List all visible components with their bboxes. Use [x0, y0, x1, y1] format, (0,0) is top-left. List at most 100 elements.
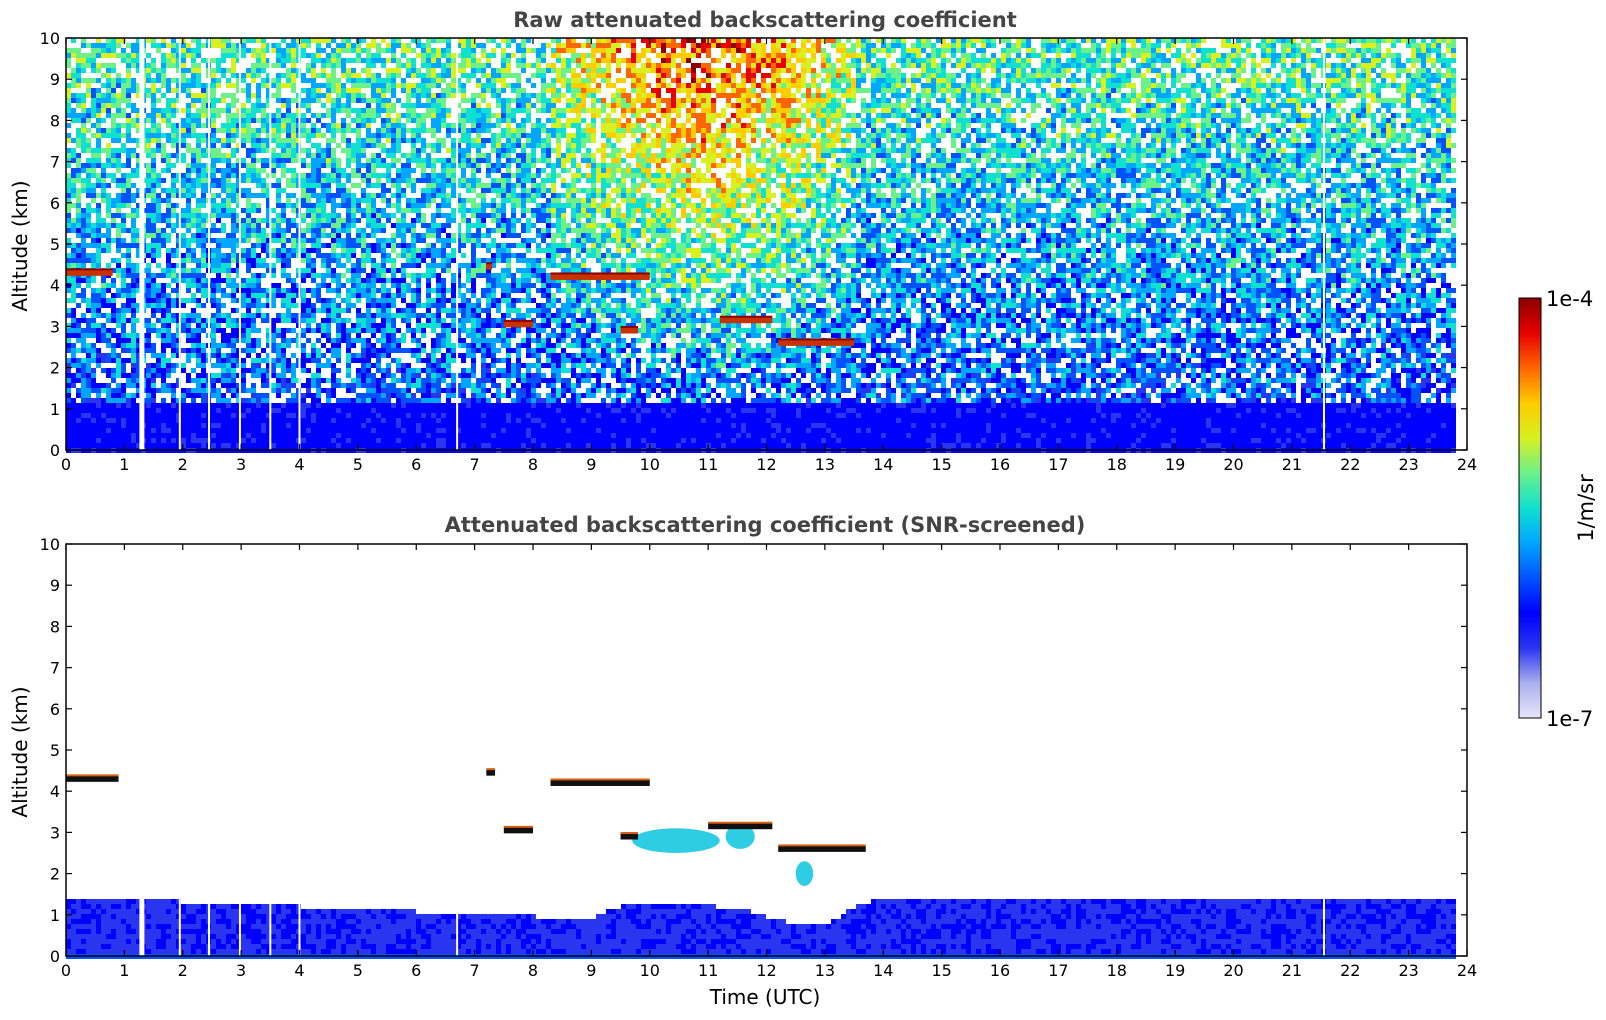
panel-raw-cloud-layer-edge: [550, 272, 650, 275]
panel-raw-cloud-layer: [719, 317, 773, 324]
panel-raw-xtick-label: 16: [990, 455, 1010, 474]
panel-screened-xtick-label: 24: [1457, 961, 1477, 980]
panel-screened-ytick-label: 4: [50, 782, 60, 801]
panel-screened-ytick-label: 2: [50, 865, 60, 884]
panel-screened-missing-profile: [139, 544, 145, 956]
panel-raw-xtick-label: 6: [411, 455, 421, 474]
panel-raw-ytick-label: 9: [50, 70, 60, 89]
panel-screened-cloud-layer: [503, 827, 533, 834]
panel-raw-xtick-label: 2: [178, 455, 188, 474]
panel-screened-cloud-layer-edge: [778, 844, 866, 847]
panel-screened-ylabel: Altitude (km): [8, 686, 32, 817]
panel-raw-xtick-label: 17: [1048, 455, 1068, 474]
panel-screened-xtick-label: 10: [640, 961, 660, 980]
panel-screened-aerosol-patch: [795, 861, 814, 886]
panel-screened-cloud-layer: [708, 823, 773, 830]
panel-screened-xtick-label: 5: [353, 961, 363, 980]
panel-screened-ytick-label: 3: [50, 823, 60, 842]
panel-raw-missing-profile: [178, 38, 181, 450]
panel-raw-xtick-label: 21: [1282, 455, 1302, 474]
panel-screened-xtick-label: 22: [1340, 961, 1360, 980]
panel-raw-ytick-label: 2: [50, 359, 60, 378]
panel-screened-missing-profile: [269, 544, 272, 956]
panel-raw-cloud-layer: [66, 269, 113, 276]
panel-screened-ytick-label: 7: [50, 659, 60, 678]
panel-raw-cloud-layer: [550, 273, 650, 280]
panel-screened-missing-profile: [1322, 544, 1325, 956]
panel-screened-xtick-label: 15: [931, 961, 951, 980]
panel-raw-missing-profile: [139, 38, 145, 450]
panel-screened-xtick-label: 6: [411, 961, 421, 980]
panel-raw-cloud-layer-edge: [66, 268, 113, 271]
panel-screened-aerosol-patch: [725, 824, 755, 849]
panel-screened-missing-profile: [178, 544, 181, 956]
panel-raw-cloud-layer: [778, 339, 855, 346]
panel-raw-missing-profile: [298, 38, 301, 450]
panel-screened-xtick-label: 20: [1223, 961, 1243, 980]
colorbar-gradient: [1518, 297, 1542, 719]
panel-screened-missing-profile: [238, 544, 241, 956]
panel-screened-cloud-layer-edge: [486, 768, 496, 771]
colorbar: 1e-4 1e-7 1/m/sr: [1518, 287, 1598, 731]
panel-screened-cloud-layer-edge: [503, 825, 533, 828]
panel-raw-xtick-label: 14: [873, 455, 893, 474]
panel-screened-xtick-label: 4: [294, 961, 304, 980]
panel-raw-xtick-label: 24: [1457, 455, 1477, 474]
panel-screened-ytick-label: 0: [50, 947, 60, 966]
panel-screened-cloud-layer-edge: [550, 778, 650, 781]
panel-raw-plot: 0 1 2 3 4 5 6 7 8 9 10 11 12 13 14 15 16 17 18 19 20 21 22 23 24…: [40, 29, 1478, 474]
panel-screened-missing-profile: [456, 544, 459, 956]
panel-screened-ytick-label: 5: [50, 741, 60, 760]
panel-raw-missing-profile: [456, 38, 459, 450]
panel-screened-xtick-label: 18: [1107, 961, 1127, 980]
panel-raw-xtick-label: 9: [586, 455, 596, 474]
panel-raw-missing-profile: [269, 38, 272, 450]
panel-screened-xtick-label: 16: [990, 961, 1010, 980]
panel-screened-missing-profile: [208, 544, 211, 956]
panel-screened-ytick-label: 10: [40, 535, 60, 554]
panel-raw-ytick-label: 3: [50, 317, 60, 336]
panel-screened-cloud-layer: [778, 845, 866, 852]
panel-screened-xtick-label: 9: [586, 961, 596, 980]
panel-raw-cloud-layer-edge: [620, 326, 639, 329]
panel-screened-ytick-label: 8: [50, 617, 60, 636]
panel-raw-ytick-label: 6: [50, 194, 60, 213]
panel-screened-xtick-label: 8: [528, 961, 538, 980]
panel-screened-axes-frame: [65, 543, 1468, 957]
panel-raw-ytick-label: 7: [50, 153, 60, 172]
panel-screened-missing-profile: [298, 544, 301, 956]
panel-screened-xtick-label: 17: [1048, 961, 1068, 980]
panel-screened-xtick-label: 7: [470, 961, 480, 980]
panel-screened-cloud-layer: [486, 769, 496, 776]
panel-raw-xtick-label: 18: [1107, 455, 1127, 474]
panel-screened-xtick-label: 0: [61, 961, 71, 980]
panel-screened-cloud-layer-edge: [66, 774, 119, 777]
panel-raw-xtick-label: 13: [815, 455, 835, 474]
panel-raw-xtick-label: 20: [1223, 455, 1243, 474]
panel-screened-xlabel: Time (UTC): [709, 985, 821, 1009]
panel-screened-xtick-label: 3: [236, 961, 246, 980]
panel-raw-cloud-layer-edge: [719, 315, 773, 318]
panel-raw-xtick-label: 4: [294, 455, 304, 474]
panel-screened-xtick-label: 2: [178, 961, 188, 980]
panel-raw-xtick-label: 5: [353, 455, 363, 474]
panel-raw-title: Raw attenuated backscattering coefficien…: [513, 8, 1017, 32]
panel-raw-missing-profile: [238, 38, 241, 450]
panel-raw-cloud-layer-edge: [778, 338, 855, 341]
panel-screened-cloud-layer: [66, 775, 119, 782]
panel-screened-xtick-label: 23: [1398, 961, 1418, 980]
panel-screened-xtick-label: 11: [698, 961, 718, 980]
panel-raw-xtick-label: 10: [640, 455, 660, 474]
panel-raw-xtick-label: 23: [1398, 455, 1418, 474]
panel-screened-plot: 0 1 2 3 4 5 6 7 8 9 10 11 12 13 14 15 16 17 18 19 20 21 22 23 24…: [40, 535, 1478, 980]
panel-screened-xtick-label: 21: [1282, 961, 1302, 980]
panel-screened-xtick-label: 1: [119, 961, 129, 980]
panel-raw-ytick-label: 10: [40, 29, 60, 48]
panel-screened-aerosol-patch: [632, 828, 720, 853]
panel-screened-ytick-label: 6: [50, 700, 60, 719]
panel-screened-xtick-label: 19: [1165, 961, 1185, 980]
panel-raw-xtick-label: 22: [1340, 455, 1360, 474]
panel-raw-xtick-label: 15: [931, 455, 951, 474]
panel-raw: Raw attenuated backscattering coefficien…: [8, 8, 1477, 474]
